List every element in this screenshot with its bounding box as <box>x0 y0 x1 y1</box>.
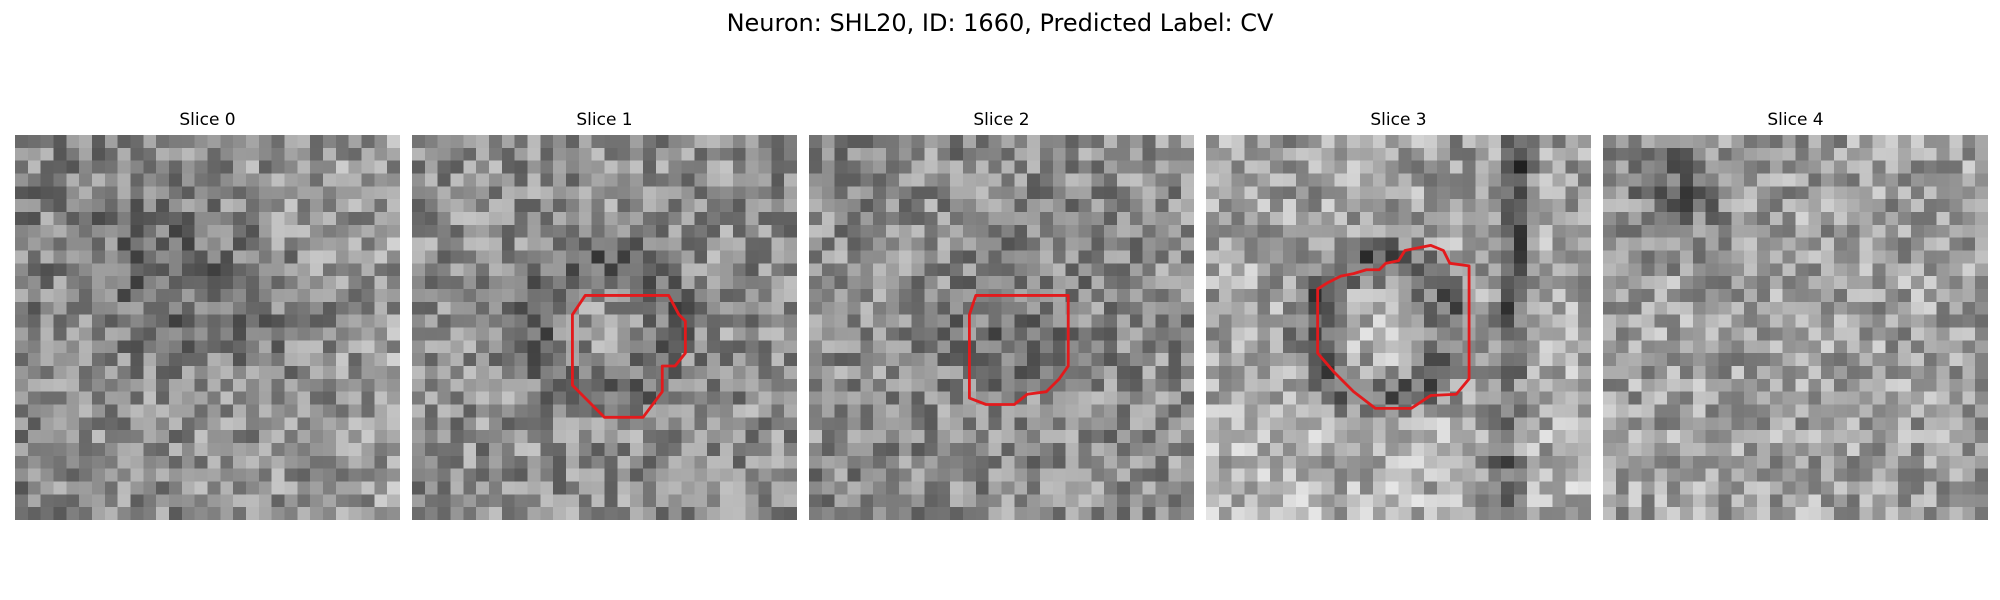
slice-image-3 <box>1206 135 1591 520</box>
cell-contour-1 <box>571 294 687 419</box>
slice-image-2 <box>809 135 1194 520</box>
slice-title-2: Slice 2 <box>973 110 1030 130</box>
slice-title-1: Slice 1 <box>576 110 633 130</box>
slice-image-4 <box>1603 135 1988 520</box>
figure-title: Neuron: SHL20, ID: 1660, Predicted Label… <box>726 9 1274 37</box>
slice-title-4: Slice 4 <box>1767 110 1824 130</box>
slice-image-1 <box>412 135 797 520</box>
slice-image-0 <box>15 135 400 520</box>
cell-contour-2 <box>968 294 1070 406</box>
slice-title-3: Slice 3 <box>1370 110 1427 130</box>
cell-contour-3 <box>1316 243 1471 410</box>
slice-title-0: Slice 0 <box>179 110 236 130</box>
